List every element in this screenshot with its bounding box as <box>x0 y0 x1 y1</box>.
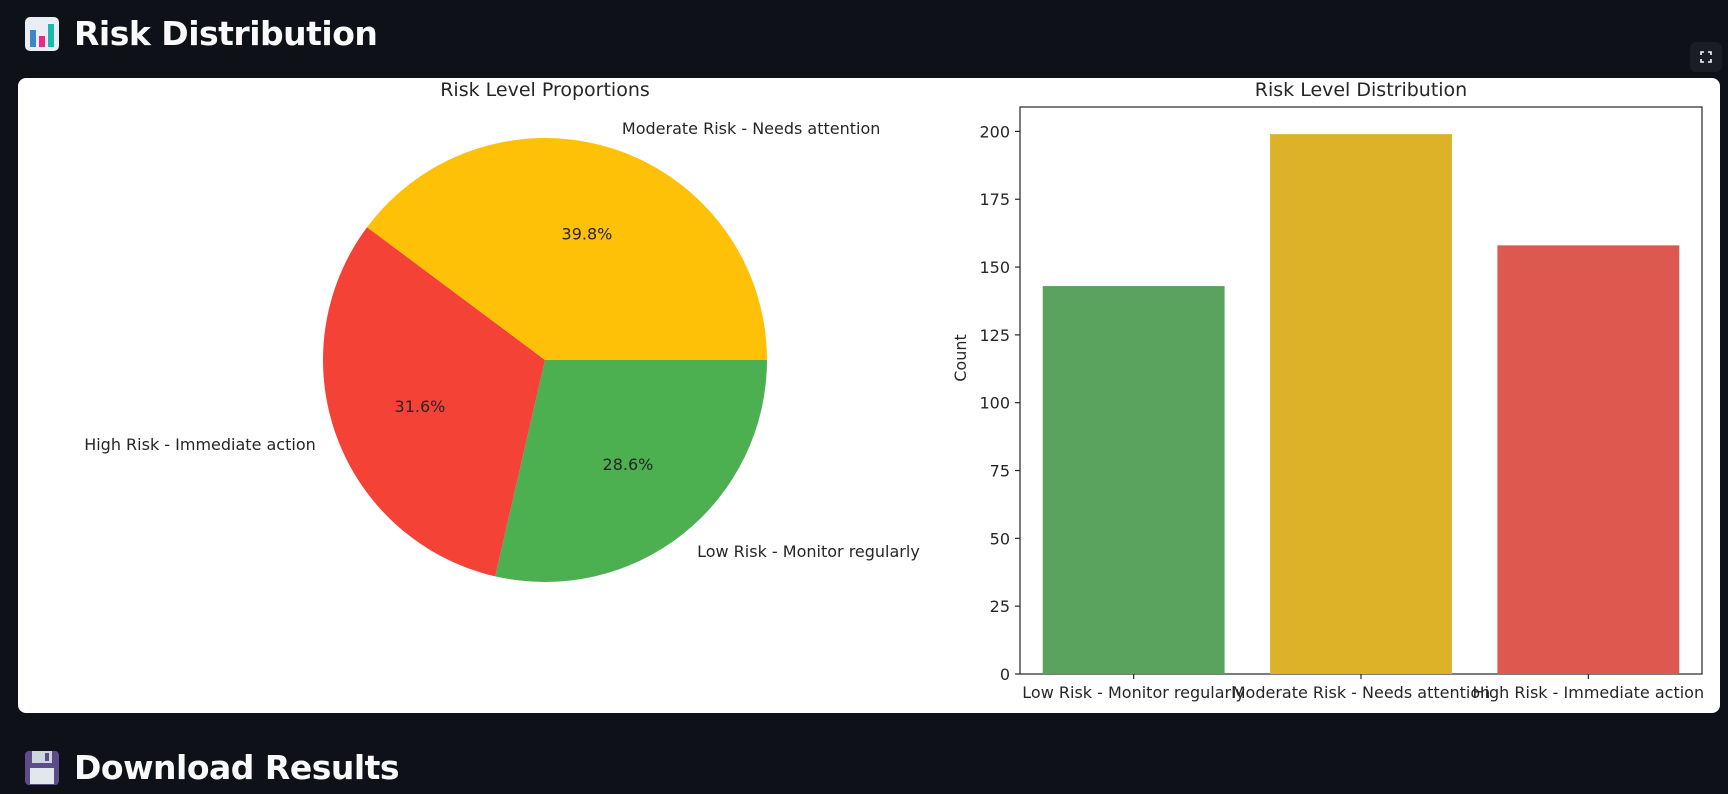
y-tick-label: 25 <box>990 597 1010 616</box>
bar <box>1497 245 1680 674</box>
page-title: Risk Distribution <box>74 14 378 53</box>
risk-charts: Risk Level Proportions 28.6% Low Risk - M… <box>84 79 1705 702</box>
fullscreen-icon <box>1700 51 1712 63</box>
pie-slice <box>322 227 545 577</box>
pie-percent-label: 39.8% <box>562 225 613 244</box>
pie-category-label: High Risk - Immediate action <box>84 435 316 454</box>
bar <box>1042 286 1225 674</box>
y-tick-label: 150 <box>979 258 1010 277</box>
section-title: Download Results <box>74 748 400 787</box>
fullscreen-button[interactable] <box>1690 42 1722 72</box>
y-tick-label: 100 <box>979 394 1010 413</box>
pie-slice <box>367 137 767 360</box>
x-tick-label: Low Risk - Monitor regularly <box>1022 683 1245 702</box>
x-tick-label: Moderate Risk - Needs attention <box>1232 683 1491 702</box>
bar <box>1270 134 1452 675</box>
y-tick-label: 50 <box>990 529 1010 548</box>
y-tick-label: 200 <box>979 122 1010 141</box>
y-tick-label: 175 <box>979 190 1010 209</box>
y-tick-label: 0 <box>1000 665 1010 684</box>
y-tick-label: 125 <box>979 326 1010 345</box>
risk-distribution-header: Risk Distribution <box>24 14 378 53</box>
pie-title: Risk Level Proportions <box>440 79 650 101</box>
pie-category-label: Moderate Risk - Needs attention <box>622 119 881 138</box>
y-tick-label: 75 <box>990 462 1010 481</box>
bar-chart-icon <box>24 16 60 52</box>
pie-percent-label: 31.6% <box>395 397 446 416</box>
floppy-disk-icon <box>24 750 60 786</box>
bar-title: Risk Level Distribution <box>1255 79 1467 101</box>
pie-percent-label: 28.6% <box>603 455 654 474</box>
pie-slice <box>495 360 767 582</box>
bar-y-axis-label: Count <box>951 334 970 382</box>
x-tick-label: High Risk - Immediate action <box>1473 683 1705 702</box>
download-results-header: Download Results <box>24 748 400 787</box>
risk-figure: Risk Level Proportions 28.6% Low Risk - M… <box>18 78 1720 713</box>
pie-category-label: Low Risk - Monitor regularly <box>697 542 920 561</box>
